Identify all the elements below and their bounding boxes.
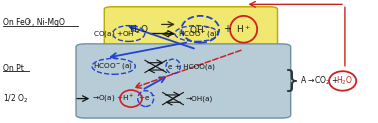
Text: OH$^-$: OH$^-$	[189, 24, 211, 35]
Text: A →CO$_2$ +: A →CO$_2$ +	[300, 75, 339, 87]
Text: , Ni-MgO: , Ni-MgO	[32, 18, 65, 27]
Text: H$^+$: H$^+$	[236, 23, 251, 35]
Text: →OH(a): →OH(a)	[185, 95, 212, 102]
Text: CO(a) +OH$^-$: CO(a) +OH$^-$	[93, 29, 140, 38]
FancyBboxPatch shape	[76, 44, 291, 118]
Text: +: +	[223, 24, 231, 34]
Text: On FeO: On FeO	[3, 18, 30, 27]
Text: }: }	[284, 69, 300, 93]
Text: H$_2$O: H$_2$O	[129, 23, 148, 36]
FancyBboxPatch shape	[104, 7, 277, 52]
Text: 1/2 O$_2$: 1/2 O$_2$	[3, 92, 28, 105]
Text: HCOO$^-$(a): HCOO$^-$(a)	[93, 61, 133, 71]
Text: x: x	[28, 19, 31, 24]
Text: e + HCOO(a): e + HCOO(a)	[168, 63, 215, 70]
Text: HCOO$^-$(a): HCOO$^-$(a)	[178, 29, 218, 38]
Text: H$_2$O: H$_2$O	[336, 75, 353, 87]
Text: →O(a) +H$^+$  +e$^-$: →O(a) +H$^+$ +e$^-$	[92, 93, 156, 104]
Text: On Pt: On Pt	[3, 64, 23, 73]
